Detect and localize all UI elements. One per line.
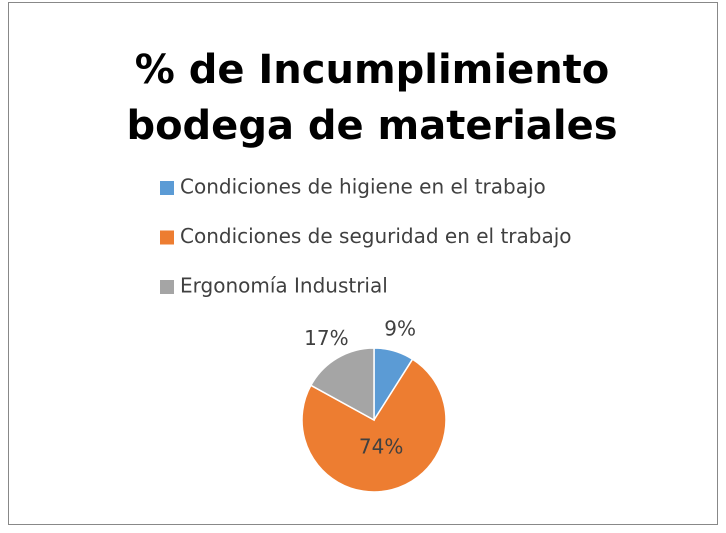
slice-label: 74% [359,434,403,458]
legend-label: Ergonomía Industrial [180,274,388,298]
legend-swatch [160,280,174,294]
slice-label: 9% [384,317,416,341]
legend-label: Condiciones de higiene en el trabajo [180,175,546,199]
chart-title: bodega de materiales [126,103,617,149]
pie-slice [309,347,375,422]
chart-title: % de Incumplimiento [135,47,610,93]
legend-swatch [160,230,174,245]
legend-label: Condiciones de seguridad en el trabajo [180,224,572,248]
pie-slice [301,358,447,493]
slice-label: 17% [304,326,348,350]
legend-swatch [160,181,174,195]
